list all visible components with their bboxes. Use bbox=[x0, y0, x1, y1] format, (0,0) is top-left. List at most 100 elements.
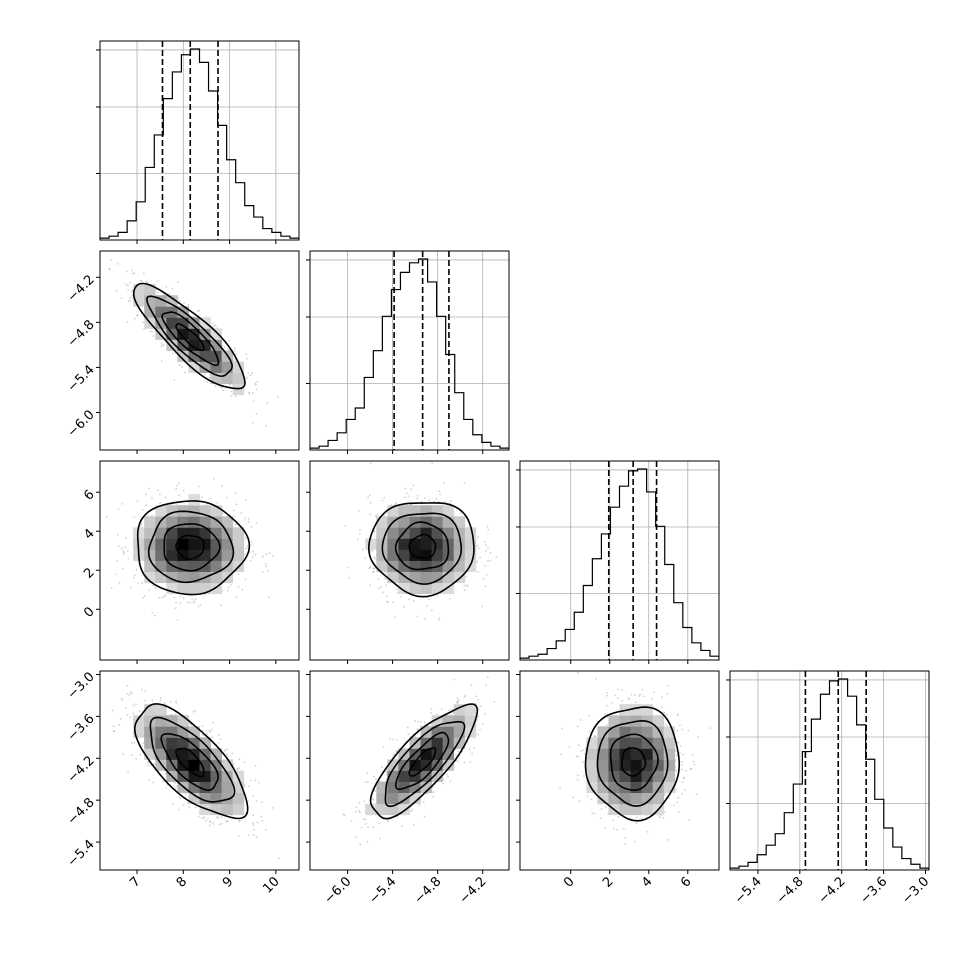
density-bin bbox=[376, 527, 388, 539]
scatter-point bbox=[134, 703, 137, 706]
density-bin bbox=[177, 726, 189, 738]
density-bin bbox=[166, 317, 178, 329]
scatter-point bbox=[130, 290, 133, 293]
density-bin bbox=[409, 759, 421, 771]
density-bin bbox=[155, 704, 167, 716]
density-bin bbox=[442, 748, 455, 760]
scatter-point bbox=[211, 322, 214, 325]
scatter-point bbox=[162, 780, 165, 783]
scatter-point bbox=[255, 412, 258, 415]
scatter-point bbox=[223, 346, 226, 349]
x-tick-label: −4.2 bbox=[457, 874, 490, 907]
scatter-point bbox=[174, 713, 177, 716]
density-bin bbox=[210, 328, 223, 340]
scatter-point bbox=[385, 584, 387, 586]
scatter-point bbox=[216, 816, 219, 818]
scatter-point bbox=[219, 385, 222, 388]
density-bin bbox=[420, 527, 433, 539]
panel-1-1 bbox=[306, 250, 510, 454]
density-bin bbox=[409, 516, 421, 528]
scatter-point bbox=[221, 344, 224, 347]
density-bin bbox=[387, 527, 399, 539]
scatter-point bbox=[129, 282, 131, 284]
scatter-point bbox=[142, 742, 145, 745]
density-bin bbox=[144, 549, 156, 561]
density-bin bbox=[376, 803, 388, 816]
scatter-point bbox=[171, 287, 174, 290]
scatter-point bbox=[131, 741, 134, 744]
scatter-point bbox=[135, 757, 138, 760]
scatter-point bbox=[208, 497, 211, 500]
scatter-point bbox=[143, 595, 146, 598]
scatter-point bbox=[210, 729, 213, 731]
scatter-point bbox=[175, 487, 178, 490]
scatter-point bbox=[182, 804, 185, 806]
scatter-point bbox=[225, 820, 228, 823]
scatter-point bbox=[387, 819, 389, 822]
density-bin bbox=[144, 571, 156, 584]
scatter-point bbox=[233, 360, 235, 362]
density-bin bbox=[387, 803, 399, 816]
density-bin bbox=[199, 527, 211, 539]
scatter-point bbox=[203, 816, 206, 818]
density-bin bbox=[188, 560, 200, 572]
density-bin bbox=[453, 726, 466, 738]
scatter-point bbox=[255, 388, 258, 391]
scatter-point bbox=[232, 509, 235, 512]
scatter-point bbox=[389, 737, 391, 740]
scatter-point bbox=[476, 560, 479, 563]
scatter-point bbox=[253, 828, 255, 831]
scatter-point bbox=[377, 578, 380, 580]
scatter-point bbox=[436, 595, 439, 597]
scatter-point bbox=[237, 573, 240, 576]
density-bin bbox=[210, 582, 223, 595]
scatter-point bbox=[203, 373, 206, 376]
scatter-point bbox=[121, 698, 124, 701]
density-bin bbox=[199, 770, 211, 782]
scatter-point bbox=[362, 548, 365, 551]
scatter-point bbox=[486, 525, 489, 528]
density-bin bbox=[155, 560, 167, 572]
density-bin bbox=[210, 571, 223, 584]
scatter-point bbox=[105, 516, 108, 518]
density-bin bbox=[177, 527, 189, 539]
scatter-point bbox=[407, 732, 410, 735]
density-bin bbox=[177, 317, 189, 329]
scatter-point bbox=[405, 492, 408, 495]
scatter-point bbox=[363, 800, 366, 803]
scatter-point bbox=[194, 709, 197, 712]
scatter-point bbox=[201, 725, 204, 727]
scatter-point bbox=[172, 352, 175, 355]
density-bin bbox=[431, 759, 444, 771]
scatter-point bbox=[201, 496, 203, 499]
density-bin bbox=[398, 781, 410, 794]
scatter-point bbox=[252, 814, 255, 817]
scatter-point bbox=[141, 508, 144, 511]
density-bin bbox=[387, 770, 399, 782]
y-tick-label: 0 bbox=[81, 604, 97, 620]
scatter-point bbox=[133, 574, 136, 577]
scatter-point bbox=[485, 573, 488, 576]
scatter-point bbox=[459, 511, 462, 514]
density-bin bbox=[166, 759, 178, 771]
density-bin bbox=[409, 538, 421, 550]
scatter-point bbox=[252, 400, 255, 403]
density-bin bbox=[464, 549, 477, 561]
scatter-point bbox=[221, 389, 224, 392]
scatter-point bbox=[159, 699, 162, 702]
scatter-point bbox=[369, 584, 371, 587]
density-bin bbox=[155, 737, 167, 749]
y-tick-label: −4.8 bbox=[65, 795, 98, 828]
scatter-point bbox=[85, 542, 87, 544]
scatter-point bbox=[122, 549, 124, 552]
density-bin bbox=[210, 538, 223, 550]
scatter-point bbox=[144, 699, 147, 702]
scatter-point bbox=[369, 502, 372, 504]
scatter-point bbox=[134, 317, 136, 320]
scatter-point bbox=[120, 547, 123, 550]
density-bin bbox=[464, 704, 477, 716]
scatter-point bbox=[443, 482, 445, 485]
scatter-point bbox=[342, 813, 345, 816]
scatter-point bbox=[142, 272, 145, 275]
scatter-point bbox=[477, 536, 480, 539]
